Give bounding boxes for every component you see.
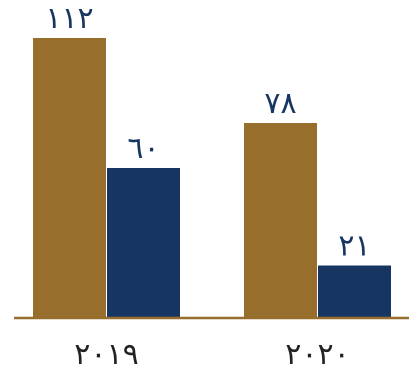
value-label-٢٠٢٠-series-2: ٢١: [338, 229, 370, 264]
value-label-٢٠٢٠-series-1: ٧٨: [264, 86, 296, 121]
category-label-0: ٢٠١٩: [74, 337, 138, 370]
value-label-٢٠١٩-series-2: ٦٠: [127, 131, 159, 166]
bar-٢٠١٩-series-1: [33, 38, 106, 318]
value-label-٢٠١٩-series-1: ١١٢: [45, 1, 93, 36]
bars-group: [33, 38, 391, 318]
bar-٢٠٢٠-series-1: [244, 123, 317, 318]
bar-٢٠٢٠-series-2: [318, 265, 391, 318]
category-label-1: ٢٠٢٠: [285, 337, 349, 370]
category-labels-group: ٢٠١٩ ٢٠٢٠: [74, 337, 349, 370]
bar-٢٠١٩-series-2: [107, 168, 180, 318]
labels-group: ١١٢ ٦٠ ٧٨ ٢١: [45, 1, 370, 264]
